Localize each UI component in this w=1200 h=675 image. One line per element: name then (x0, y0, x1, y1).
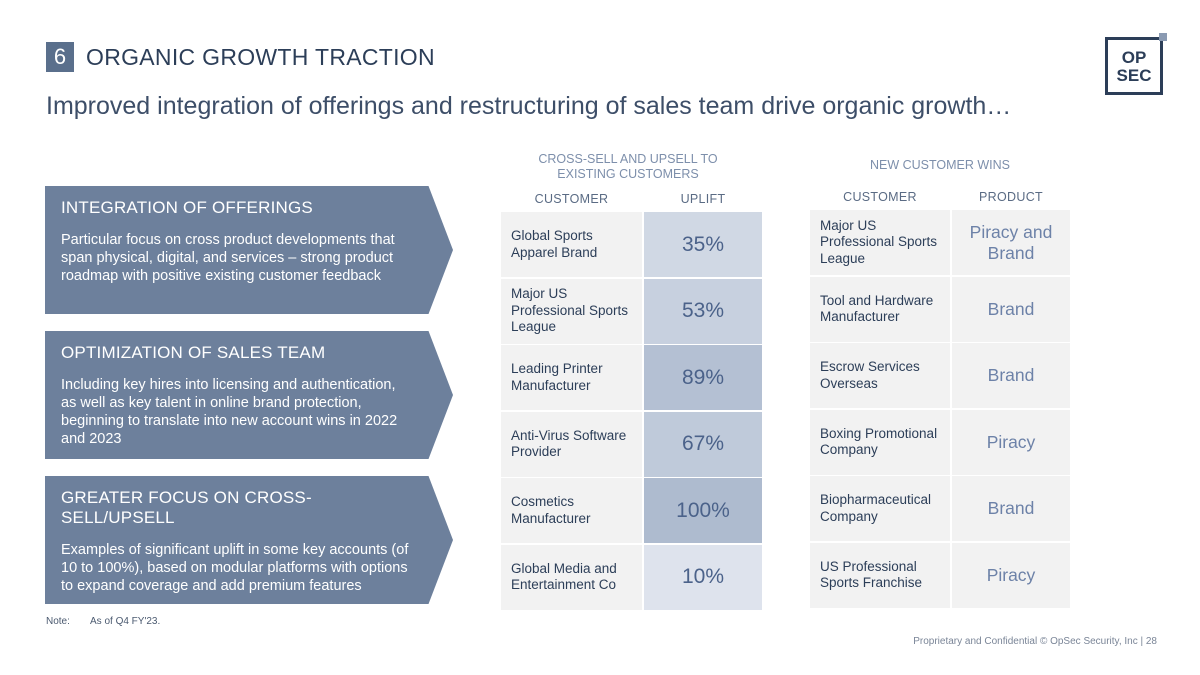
newwins-col-product: PRODUCT (979, 190, 1043, 204)
newwins-product-cell: Piracy and Brand (952, 210, 1070, 275)
panel-title: GREATER FOCUS ON CROSS-SELL/UPSELL (61, 488, 312, 527)
crosssell-uplift-cell: 53% (644, 278, 762, 344)
footnote: Note: As of Q4 FY'23. (46, 616, 160, 627)
logo-square-accent (1159, 33, 1167, 41)
newwins-customer-cell: Boxing Promotional Company (810, 409, 950, 475)
panel-title: INTEGRATION OF OFFERINGS (61, 198, 313, 217)
footnote-label: Note: (46, 616, 70, 627)
newwins-customer-cell: US Professional Sports Franchise (810, 542, 950, 608)
crosssell-customer-cell: Global Media and Entertainment Co (501, 544, 642, 610)
newwins-product-cell: Piracy (952, 542, 1070, 608)
crosssell-uplift-cell: 100% (644, 478, 762, 543)
crosssell-customer-cell: Major US Professional Sports League (501, 278, 642, 344)
panel-integration-of-offerings: INTEGRATION OF OFFERINGS Particular focu… (45, 186, 453, 314)
crosssell-customer-cell: Cosmetics Manufacturer (501, 478, 642, 543)
crosssell-table-title: CROSS-SELL AND UPSELL TO EXISTING CUSTOM… (538, 152, 718, 181)
footer-confidential: Proprietary and Confidential © OpSec Sec… (913, 636, 1157, 647)
panel-body: Including key hires into licensing and a… (61, 377, 398, 447)
crosssell-col-uplift: UPLIFT (680, 192, 726, 206)
newwins-customer-cell: Major US Professional Sports League (810, 210, 950, 275)
newwins-customer-cell: Escrow Services Overseas (810, 343, 950, 408)
section-number: 6 (46, 42, 74, 72)
crosssell-uplift-cell: 10% (644, 544, 762, 610)
panel-cross-sell-focus: GREATER FOCUS ON CROSS-SELL/UPSELL Examp… (45, 476, 453, 604)
newwins-table-title: NEW CUSTOMER WINS (869, 158, 1011, 172)
panel-optimization-of-sales-team: OPTIMIZATION OF SALES TEAM Including key… (45, 331, 453, 459)
panel-title: OPTIMIZATION OF SALES TEAM (61, 343, 326, 362)
slide-subtitle: Improved integration of offerings and re… (46, 92, 1012, 120)
crosssell-customer-cell: Leading Printer Manufacturer (501, 345, 642, 410)
crosssell-col-customer: CUSTOMER (534, 192, 609, 206)
section-title: ORGANIC GROWTH TRACTION (86, 44, 435, 70)
crosssell-customer-cell: Global Sports Apparel Brand (501, 212, 642, 277)
panel-body: Examples of significant uplift in some k… (61, 542, 409, 594)
footnote-text: As of Q4 FY'23. (90, 616, 161, 627)
crosssell-uplift-cell: 35% (644, 212, 762, 277)
logo-text-line-1: OP (1121, 48, 1147, 67)
logo-text-line-2: SEC (1116, 66, 1152, 85)
newwins-product-cell: Brand (952, 276, 1070, 342)
newwins-customer-cell: Tool and Hardware Manufacturer (810, 276, 950, 342)
opsec-logo: OP SEC (1105, 33, 1167, 95)
newwins-product-cell: Piracy (952, 409, 1070, 475)
newwins-col-customer: CUSTOMER (843, 190, 917, 204)
panel-body: Particular focus on cross product develo… (61, 232, 395, 284)
crosssell-customer-cell: Anti-Virus Software Provider (501, 411, 642, 477)
crosssell-uplift-cell: 67% (644, 411, 762, 477)
newwins-customer-cell: Biopharmaceutical Company (810, 476, 950, 541)
newwins-product-cell: Brand (952, 476, 1070, 541)
newwins-product-cell: Brand (952, 343, 1070, 408)
crosssell-uplift-cell: 89% (644, 345, 762, 410)
